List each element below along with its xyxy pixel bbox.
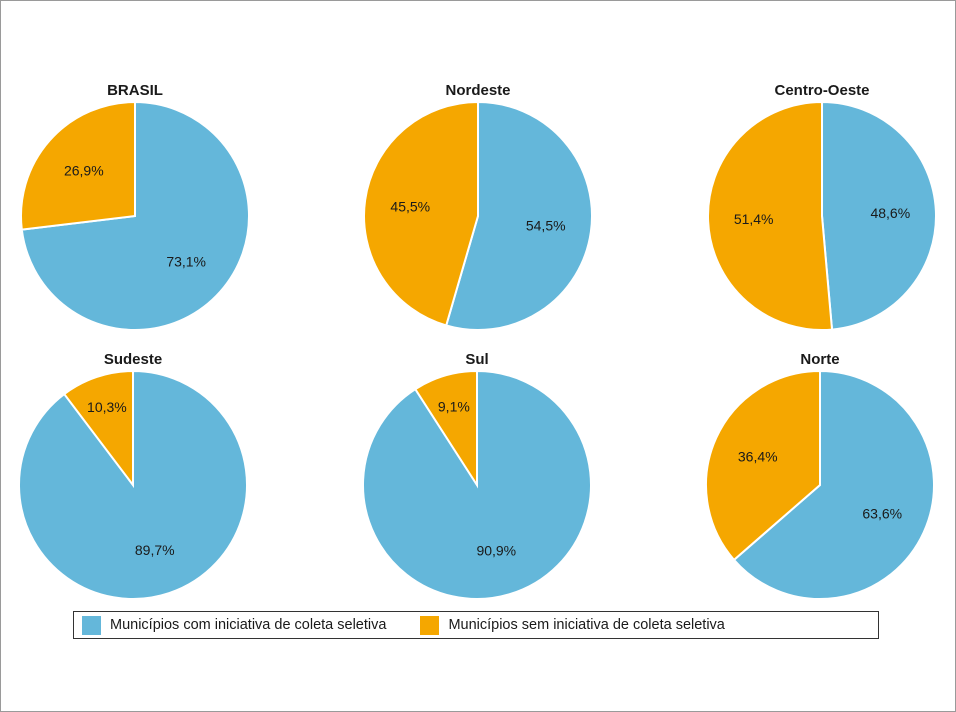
pie-slice bbox=[732, 369, 935, 600]
pie-data-label: 89,7% bbox=[135, 542, 175, 558]
pie-slice bbox=[821, 100, 937, 331]
legend-swatch-without bbox=[420, 615, 440, 635]
pie-data-label: 45,5% bbox=[390, 198, 430, 214]
pie-sul: Sul 90,9% 9,1% bbox=[362, 351, 592, 600]
pie-data-label: 51,4% bbox=[734, 211, 774, 227]
legend: Municípios com iniciativa de coleta sele… bbox=[73, 611, 879, 639]
pie-data-label: 73,1% bbox=[166, 253, 206, 269]
legend-label-with: Municípios com iniciativa de coleta sele… bbox=[110, 617, 387, 633]
pie-data-label: 9,1% bbox=[438, 398, 470, 414]
pie-slice bbox=[444, 100, 593, 331]
pie-slice bbox=[363, 100, 479, 327]
pie-data-label: 90,9% bbox=[476, 543, 516, 559]
pie-title: Nordeste bbox=[445, 82, 510, 99]
pie-data-label: 63,6% bbox=[862, 505, 902, 521]
pie-data-label: 36,4% bbox=[738, 449, 778, 465]
pie-title: Sul bbox=[465, 351, 488, 368]
legend-swatch-with bbox=[82, 615, 101, 635]
pie-centro-oeste: Centro-Oeste 48,6% 51,4% bbox=[707, 82, 937, 331]
pie-data-label: 26,9% bbox=[64, 163, 104, 179]
pie-title: Sudeste bbox=[104, 351, 162, 368]
pie-norte: Norte 63,6% 36,4% bbox=[705, 351, 935, 600]
legend-label-without: Municípios sem iniciativa de coleta sele… bbox=[448, 617, 725, 633]
pie-data-label: 54,5% bbox=[526, 218, 566, 234]
pie-nordeste: Nordeste 54,5% 45,5% bbox=[363, 82, 593, 331]
pie-data-label: 48,6% bbox=[870, 205, 910, 221]
pie-slice bbox=[62, 369, 134, 488]
pie-sudeste: Sudeste 89,7% 10,3% bbox=[18, 351, 248, 600]
pie-slice bbox=[707, 100, 834, 331]
pie-slice bbox=[705, 369, 821, 562]
pie-slice bbox=[413, 369, 478, 489]
pie-title: BRASIL bbox=[107, 82, 163, 99]
pie-title: Norte bbox=[800, 351, 839, 368]
legend-item-without: Municípios sem iniciativa de coleta sele… bbox=[412, 615, 725, 635]
pie-data-label: 10,3% bbox=[87, 399, 127, 415]
pie-brasil: BRASIL 73,1% 26,9% bbox=[20, 82, 250, 331]
pie-title: Centro-Oeste bbox=[774, 82, 869, 99]
pie-slice bbox=[20, 100, 136, 231]
legend-item-with: Municípios com iniciativa de coleta sele… bbox=[74, 615, 387, 635]
